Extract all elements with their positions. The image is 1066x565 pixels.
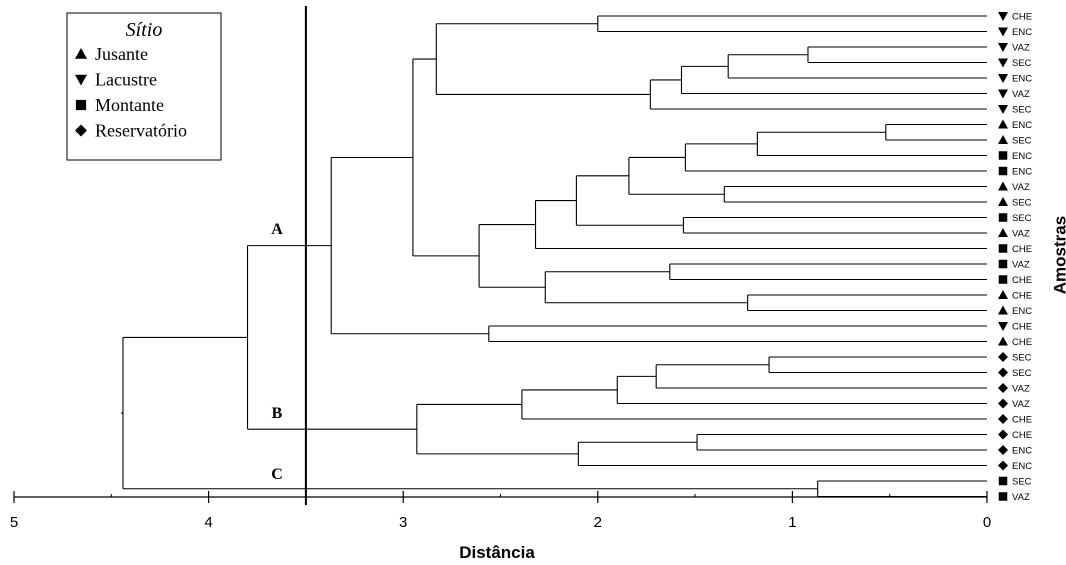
leaf-label: SEC <box>1012 136 1032 147</box>
leaf-label: SEC <box>1012 105 1032 116</box>
leaf-marker-square <box>998 476 1008 486</box>
leaf-label: CHE <box>1012 275 1032 286</box>
cluster-label: A <box>271 221 283 238</box>
leaf-label: ENC <box>1012 306 1032 317</box>
legend-marker-triangle-down <box>75 74 87 86</box>
leaf-marker-square <box>998 213 1008 222</box>
leaf-marker-diamond <box>998 445 1008 455</box>
legend-entry-label: Jusante <box>95 44 148 64</box>
leaf-label: CHE <box>1012 244 1032 255</box>
legend-entry-label: Reservatório <box>95 121 187 141</box>
leaf-marker-triangle-down <box>998 43 1008 52</box>
leaf-marker-triangle-down <box>998 74 1008 83</box>
x-axis-label: Distância <box>459 543 535 562</box>
leaf-marker-square <box>998 492 1008 501</box>
leaf-marker-triangle-down <box>998 105 1008 114</box>
leaf-label: SEC <box>1012 198 1032 209</box>
leaf-label: ENC <box>1012 167 1032 178</box>
x-axis-ticks: 5 4 3 2 1 0 <box>10 491 991 531</box>
leaf-label: VAZ <box>1012 492 1030 503</box>
legend-entry-label: Montante <box>95 95 164 115</box>
leaf-label: SEC <box>1012 368 1032 379</box>
leaf-marker-diamond <box>998 352 1008 362</box>
leaf-marker-square <box>998 259 1008 269</box>
leaf-marker-diamond <box>998 398 1008 409</box>
leaf-label: SEC <box>1012 353 1032 364</box>
leaf-label: ENC <box>1012 74 1032 85</box>
leaf-label: VAZ <box>1012 43 1030 54</box>
leaf-marker-triangle-down <box>998 12 1008 21</box>
legend-marker-triangle-up <box>75 48 87 59</box>
leaf-marker-square <box>998 166 1008 176</box>
leaf-label: SEC <box>1012 58 1032 69</box>
leaf-label: CHE <box>1012 415 1032 426</box>
leaf-marker-triangle-up <box>998 135 1008 144</box>
leaf-label: VAZ <box>1012 260 1030 271</box>
legend-title: Sítio <box>126 19 163 41</box>
leaf-marker-square <box>998 151 1008 160</box>
leaf-marker-square <box>998 275 1008 284</box>
leaf-label: CHE <box>1012 337 1032 348</box>
leaf-marker-diamond <box>998 414 1008 424</box>
leaf-label: ENC <box>1012 151 1032 162</box>
leaf-marker-triangle-up <box>998 197 1008 206</box>
x-tick-label: 0 <box>983 514 991 531</box>
leaf-marker-triangle-up <box>998 119 1008 129</box>
leaf-marker-square <box>998 244 1008 253</box>
leaf-marker-triangle-up <box>998 305 1008 315</box>
leaf-label: ENC <box>1012 27 1032 38</box>
x-tick-label: 5 <box>10 514 18 531</box>
leaf-marker-triangle-up <box>998 181 1008 191</box>
legend-marker-diamond <box>75 124 87 137</box>
leaf-marker-triangle-up <box>998 228 1008 237</box>
cluster-labels: A B C <box>271 221 283 483</box>
y-axis-label: Amostras <box>1050 216 1066 294</box>
leaf-label: SEC <box>1012 477 1032 488</box>
legend-entries: Jusante Lacustre Montante Reservatório <box>75 44 187 141</box>
x-tick-label: 4 <box>204 514 212 531</box>
leaf-marker-diamond <box>998 429 1008 440</box>
legend-entry-label: Lacustre <box>95 70 157 90</box>
leaf-marker-triangle-down <box>998 27 1008 37</box>
x-tick-label: 1 <box>788 514 796 531</box>
leaf-label: CHE <box>1012 12 1032 23</box>
leaf-marker-triangle-down <box>998 58 1008 68</box>
leaf-label: CHE <box>1012 430 1032 441</box>
cluster-label: C <box>271 466 283 483</box>
legend-box <box>66 12 222 161</box>
leaf-marker-triangle-up <box>998 336 1008 346</box>
leaf-label: CHE <box>1012 291 1032 302</box>
leaf-label: CHE <box>1012 322 1032 333</box>
leaf-label: ENC <box>1012 446 1032 457</box>
leaf-label: ENC <box>1012 461 1032 472</box>
leaf-marker-triangle-up <box>998 290 1008 299</box>
leaf-label: VAZ <box>1012 182 1030 193</box>
leaf-marker-triangle-down <box>998 89 1008 99</box>
x-tick-label: 3 <box>399 514 407 531</box>
leaf-label: VAZ <box>1012 399 1030 410</box>
legend-marker-square <box>75 99 87 111</box>
leaf-marker-diamond <box>998 367 1008 378</box>
leaf-label: VAZ <box>1012 89 1030 100</box>
leaf-label: ENC <box>1012 120 1032 131</box>
leaf-label: VAZ <box>1012 384 1030 395</box>
leaf-marker-diamond <box>998 460 1008 471</box>
x-axis: 5 4 3 2 1 0 <box>10 491 991 531</box>
cluster-label: B <box>272 405 283 422</box>
leaf-labels: CHE ENC VAZ SEC ENC VAZ SEC ENC SEC ENC ENC VAZ SEC S… <box>998 12 1032 503</box>
leaf-label: SEC <box>1012 213 1032 224</box>
x-tick-label: 2 <box>594 514 602 531</box>
leaf-marker-diamond <box>998 383 1008 393</box>
leaf-label: VAZ <box>1012 229 1030 240</box>
leaf-marker-triangle-down <box>998 322 1008 331</box>
legend: Sítio Jusante Lacustre Montante Reservatóri… <box>66 12 222 161</box>
dendrogram-branches <box>120 15 987 498</box>
